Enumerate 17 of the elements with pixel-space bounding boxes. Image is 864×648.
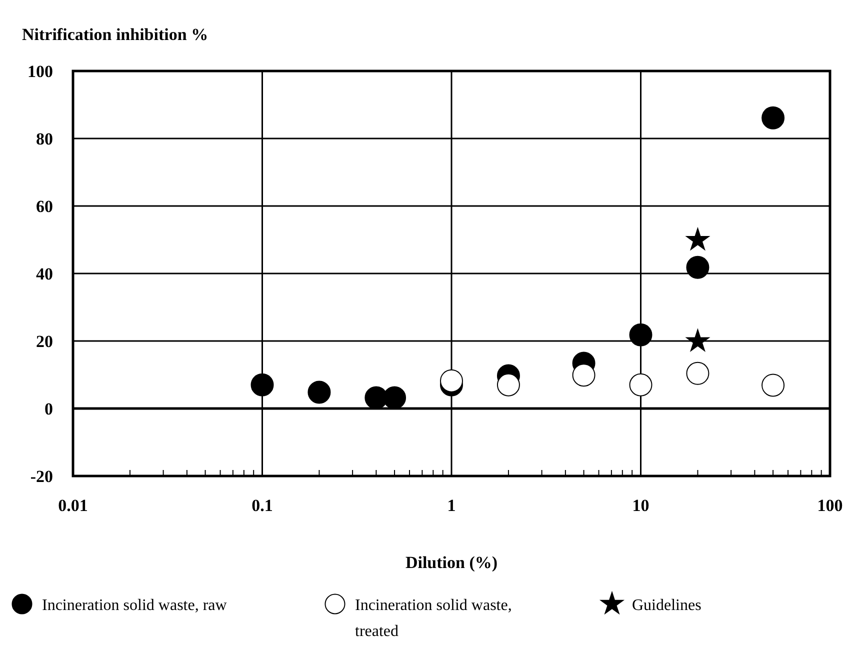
y-tick-label: 0 — [44, 399, 53, 418]
x-tick-label: 10 — [632, 496, 650, 515]
x-tick-label: 0.01 — [58, 496, 88, 515]
x-tick-label: 1 — [447, 496, 456, 515]
y-tick-label: 100 — [28, 62, 53, 81]
legend-label: Incineration solid waste, raw — [42, 597, 228, 614]
y-tick-label: 40 — [36, 264, 53, 284]
x-tick-label: 100 — [817, 496, 843, 515]
y-tick-label: 20 — [36, 332, 53, 351]
legend-label: Incineration solid waste, treated — [355, 597, 512, 640]
x-tick-label: 0.1 — [252, 496, 273, 515]
y-tick-label: 60 — [36, 196, 53, 216]
legend-label: Guidelines — [632, 597, 702, 614]
y-axis-title: Nitrification inhibition % — [22, 25, 208, 44]
y-tick-label: -20 — [30, 466, 53, 486]
x-axis-title: Dilution (%) — [405, 553, 498, 572]
y-tick-label: 80 — [36, 129, 53, 148]
